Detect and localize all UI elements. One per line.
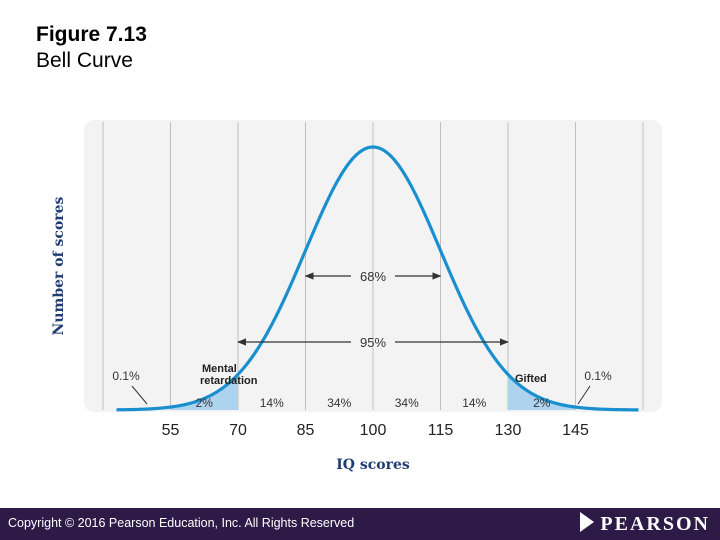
x-tick-130: 130 xyxy=(495,422,522,439)
y-axis-label: Number of scores xyxy=(51,196,67,335)
logo-mark-icon xyxy=(580,512,595,532)
x-tick-145: 145 xyxy=(562,422,589,439)
shaded-region-1 xyxy=(508,374,576,410)
gridlines xyxy=(102,122,644,410)
x-tick-labels: 55 70 85 100 115 130 145 xyxy=(162,422,589,439)
shaded-regions xyxy=(170,374,576,410)
copyright-text: Copyright © 2016 Pearson Education, Inc.… xyxy=(8,516,355,530)
segment-percent-2: 34% xyxy=(327,396,351,410)
tail-label-right: 0.1% xyxy=(584,369,612,383)
pearson-logo: PEARSON xyxy=(580,512,710,536)
x-tick-85: 85 xyxy=(297,422,315,439)
logo-text: PEARSON xyxy=(600,513,710,535)
tail-label-left: 0.1% xyxy=(112,369,140,383)
figure-title: Bell Curve xyxy=(36,49,133,72)
annotation-labels: 2% 14% 34% 34% 14% 2% 0.1% 0.1% Mental retardatio… xyxy=(112,363,612,410)
tail-leader-left xyxy=(131,385,148,405)
region-label-0: Mental retardation xyxy=(200,363,258,387)
segment-percent-4: 14% xyxy=(462,396,486,410)
segment-percent-5: 2% xyxy=(533,396,551,410)
figure-number: Figure 7.13 xyxy=(36,23,147,46)
tail-leader-right xyxy=(577,385,591,405)
bell-curve-line xyxy=(116,145,639,412)
x-tick-55: 55 xyxy=(162,422,180,439)
x-tick-70: 70 xyxy=(229,422,247,439)
segment-percent-0: 2% xyxy=(196,396,214,410)
bell-curve-chart: 68% 95% 2% 14% 34% 34% 14% 2% 0.1% 0.1% Mental ret… xyxy=(51,120,662,473)
range-label-95%: 95% xyxy=(360,335,386,350)
x-axis-label: IQ scores xyxy=(336,457,410,473)
figure-title-block: Figure 7.13 Bell Curve xyxy=(36,22,147,74)
x-tick-100: 100 xyxy=(360,422,387,439)
segment-percent-3: 34% xyxy=(395,396,419,410)
x-tick-115: 115 xyxy=(428,422,454,439)
segment-percent-1: 14% xyxy=(260,396,284,410)
curve-layer xyxy=(116,145,639,412)
range-label-68%: 68% xyxy=(360,269,386,284)
range-arrows: 68% 95% xyxy=(237,269,509,350)
shaded-region-0 xyxy=(170,374,238,410)
footer-bar: Copyright © 2016 Pearson Education, Inc.… xyxy=(0,508,720,540)
region-label-1: Gifted xyxy=(515,373,547,385)
